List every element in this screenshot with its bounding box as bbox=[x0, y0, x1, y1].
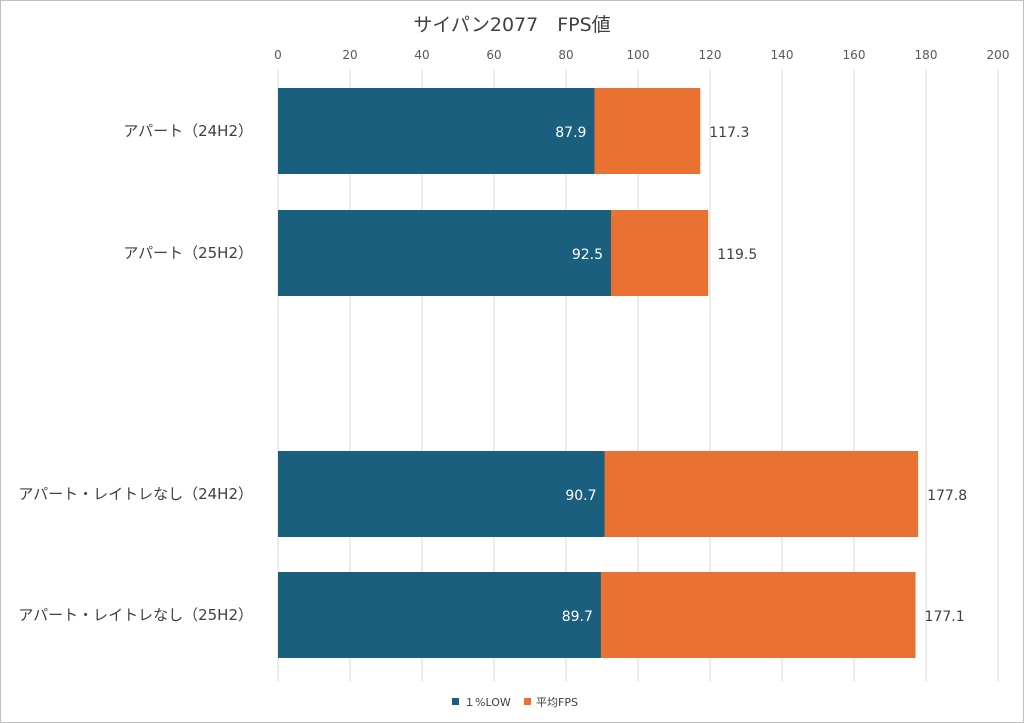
category-label: アパート（24H2） bbox=[123, 122, 253, 140]
x-tick-label: 120 bbox=[699, 48, 722, 62]
x-tick-label: 160 bbox=[843, 48, 866, 62]
bar-1pct-low bbox=[278, 451, 605, 537]
data-label-1pct-low: 87.9 bbox=[555, 125, 586, 141]
x-tick-label: 200 bbox=[987, 48, 1010, 62]
data-label-1pct-low: 92.5 bbox=[572, 247, 603, 263]
legend: １%LOW 平均FPS bbox=[452, 696, 578, 709]
bar-1pct-low bbox=[278, 572, 601, 658]
data-label-1pct-low: 89.7 bbox=[562, 609, 593, 625]
legend-swatch-average-fps bbox=[524, 698, 531, 705]
chart-title: サイパン2077 FPS値 bbox=[413, 14, 610, 36]
data-label-average-fps: 119.5 bbox=[717, 247, 757, 263]
bar-1pct-low bbox=[278, 88, 595, 174]
legend-label-average-fps: 平均FPS bbox=[536, 696, 578, 709]
x-tick-label: 80 bbox=[558, 48, 573, 62]
x-tick-label: 40 bbox=[414, 48, 429, 62]
x-tick-label: 100 bbox=[627, 48, 650, 62]
x-tick-label: 140 bbox=[771, 48, 794, 62]
x-tick-label: 20 bbox=[342, 48, 357, 62]
data-label-1pct-low: 90.7 bbox=[565, 488, 596, 504]
data-label-average-fps: 177.1 bbox=[925, 609, 965, 625]
bars bbox=[278, 88, 919, 658]
x-tick-label: 0 bbox=[274, 48, 282, 62]
bar-1pct-low bbox=[278, 210, 611, 296]
x-tick-label: 60 bbox=[486, 48, 501, 62]
category-label: アパート・レイトレなし（25H2） bbox=[18, 606, 253, 624]
category-labels: アパート（24H2） アパート（25H2） アパート・レイトレなし（24H2） アパー… bbox=[18, 122, 253, 624]
x-axis-ticks: 0 20 40 60 80 100 120 140 160 180 200 bbox=[274, 48, 1009, 62]
category-label: アパート・レイトレなし（24H2） bbox=[18, 485, 253, 503]
category-label: アパート（25H2） bbox=[123, 244, 253, 262]
legend-swatch-1pct-low bbox=[452, 698, 459, 705]
legend-label-1pct-low: １%LOW bbox=[464, 696, 511, 709]
data-labels: 87.9 117.3 92.5 119.5 90.7 177.8 89.7 177.1 bbox=[555, 125, 967, 625]
x-tick-label: 180 bbox=[915, 48, 938, 62]
data-label-average-fps: 177.8 bbox=[927, 488, 967, 504]
data-label-average-fps: 117.3 bbox=[709, 125, 749, 141]
